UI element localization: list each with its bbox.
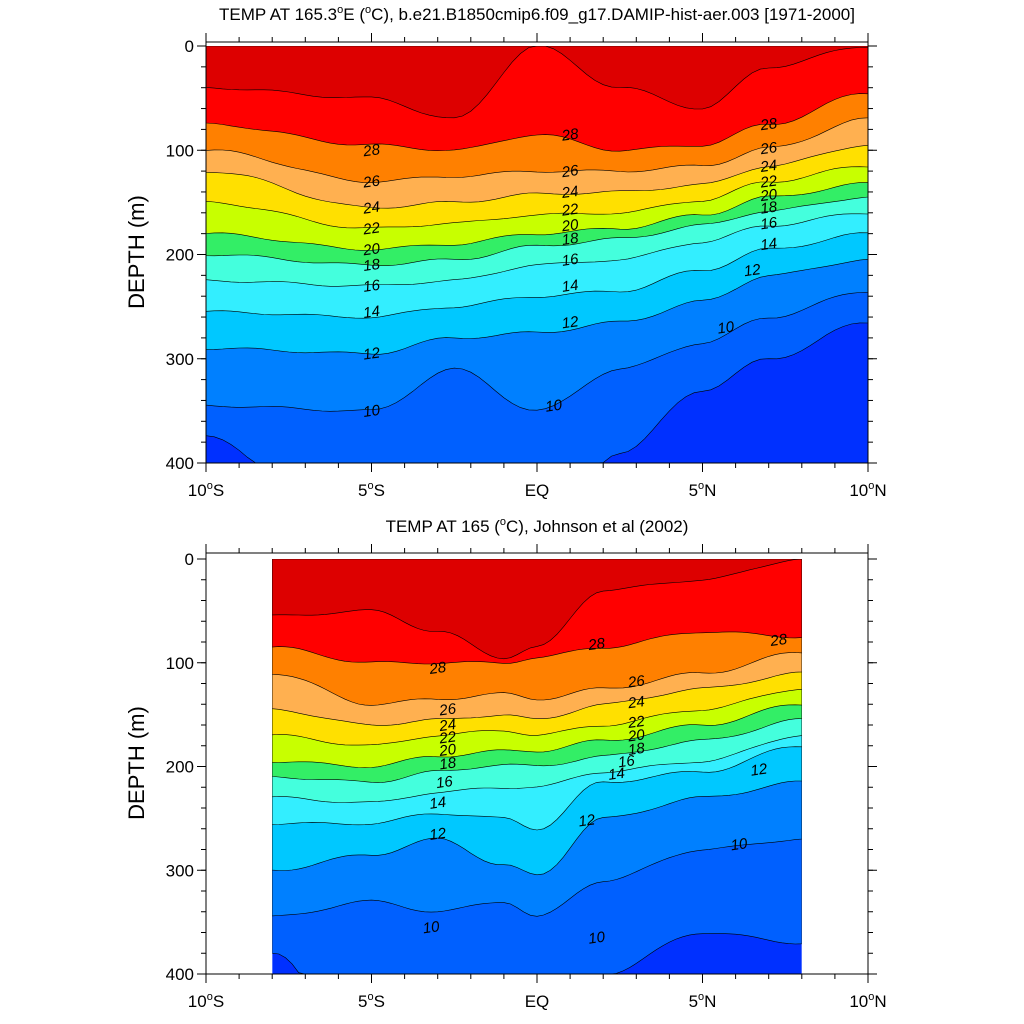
y-tick-label: 0: [185, 550, 194, 569]
x-tick-label: 5oN: [689, 480, 717, 500]
contour-labels: 2826242220181614121028262422201816141210…: [361, 115, 779, 421]
contour-label: 24: [758, 157, 778, 176]
contour-label: 24: [626, 693, 646, 712]
contour-label: 26: [560, 162, 581, 181]
contour-label: 12: [749, 760, 769, 779]
contour-label: 16: [435, 773, 455, 792]
y-tick-label: 300: [166, 861, 194, 880]
contour-label: 10: [544, 396, 564, 415]
top-panel-title: TEMP AT 165.3oE (oC), b.e21.B1850cmip6.f…: [219, 4, 855, 24]
contour-label: 22: [758, 172, 779, 191]
contour-label: 24: [560, 183, 580, 202]
y-tick-label: 200: [166, 758, 194, 777]
bottom-panel-title: TEMP AT 165 (oC), Johnson et al (2002): [386, 516, 689, 536]
contour-label: 28: [560, 125, 581, 144]
contour-field: [206, 46, 868, 463]
contour-label: 14: [428, 794, 447, 813]
contour-label: 20: [361, 240, 382, 259]
contour-label: 24: [437, 716, 457, 735]
contour-label: 12: [561, 313, 581, 332]
top-panel: TEMP AT 165.3oE (oC), b.e21.B1850cmip6.f…: [124, 4, 887, 500]
y-tick-label: 400: [166, 965, 194, 984]
contour-label: 18: [561, 230, 581, 249]
contour-label: 28: [768, 631, 789, 650]
isotherm-band-29: [272, 559, 802, 660]
contour-label: 18: [362, 256, 382, 275]
contour-label: 24: [361, 199, 381, 218]
contour-label: 12: [577, 811, 597, 830]
contour-labels: 2826242220181614121028262422201816141210…: [422, 631, 789, 948]
contour-label: 28: [758, 115, 779, 134]
contour-label: 10: [587, 929, 607, 948]
contour-label: 20: [626, 726, 647, 745]
contour-label: 18: [627, 740, 647, 759]
contour-label: 26: [361, 172, 382, 191]
contour-label: 16: [617, 752, 637, 771]
contour-label: 22: [437, 728, 458, 747]
x-tick-label: EQ: [525, 992, 550, 1011]
top-panel-ylabel: DEPTH (m): [124, 195, 149, 309]
y-tick-label: 400: [166, 454, 194, 473]
y-tick-label: 0: [185, 37, 194, 56]
contour-label: 28: [586, 635, 607, 654]
contour-label: 22: [560, 200, 581, 219]
x-tick-label: 10oS: [188, 991, 224, 1011]
contour-label: 12: [362, 344, 382, 363]
x-tick-label: 5oS: [358, 991, 385, 1011]
contour-label: 10: [422, 918, 442, 937]
x-tick-label: 10oN: [849, 480, 886, 500]
contour-label: 14: [561, 277, 580, 296]
axes: 0 100 200 300 400 10oS 5oS EQ 5oN 10oN: [166, 544, 887, 1011]
contour-label: 10: [730, 835, 750, 854]
contour-label: 12: [743, 261, 763, 280]
axes: 0 100 200 300 400 10oS 5oS EQ 5oN 10oN: [166, 33, 887, 500]
contour-label: 14: [362, 303, 381, 322]
contour-label: 16: [362, 277, 382, 296]
isotherm-band-29: [206, 46, 868, 119]
contour-label: 10: [362, 402, 382, 421]
contour-label: 12: [428, 825, 448, 844]
x-tick-label: EQ: [525, 481, 550, 500]
contour-label: 22: [626, 713, 647, 732]
contour-label: 22: [361, 219, 382, 238]
y-tick-label: 100: [166, 141, 194, 160]
contour-label: 14: [607, 765, 626, 784]
contour-label: 14: [759, 235, 778, 254]
contour-label: 20: [437, 741, 458, 760]
contour-label: 26: [437, 700, 458, 719]
contour-label: 20: [758, 186, 779, 205]
contour-label: 16: [759, 214, 779, 233]
contour-label: 26: [626, 672, 647, 691]
contour-label: 28: [361, 141, 382, 160]
contour-label: 26: [758, 139, 779, 158]
contour-label: 18: [438, 754, 458, 773]
x-tick-label: 5oS: [358, 480, 385, 500]
y-tick-label: 100: [166, 654, 194, 673]
contour-label: 18: [759, 198, 779, 217]
y-tick-label: 200: [166, 246, 194, 265]
x-tick-label: 10oS: [188, 480, 224, 500]
y-tick-label: 300: [166, 350, 194, 369]
x-tick-label: 5oN: [689, 991, 717, 1011]
contour-label: 10: [716, 318, 736, 337]
contour-label: 28: [427, 659, 448, 678]
bottom-panel-ylabel: DEPTH (m): [124, 706, 149, 820]
contour-field: [272, 559, 802, 974]
x-tick-label: 10oN: [849, 991, 886, 1011]
bottom-panel: TEMP AT 165 (oC), Johnson et al (2002) D…: [124, 516, 887, 1011]
contour-label: 20: [560, 216, 581, 235]
contour-label: 16: [561, 251, 581, 270]
